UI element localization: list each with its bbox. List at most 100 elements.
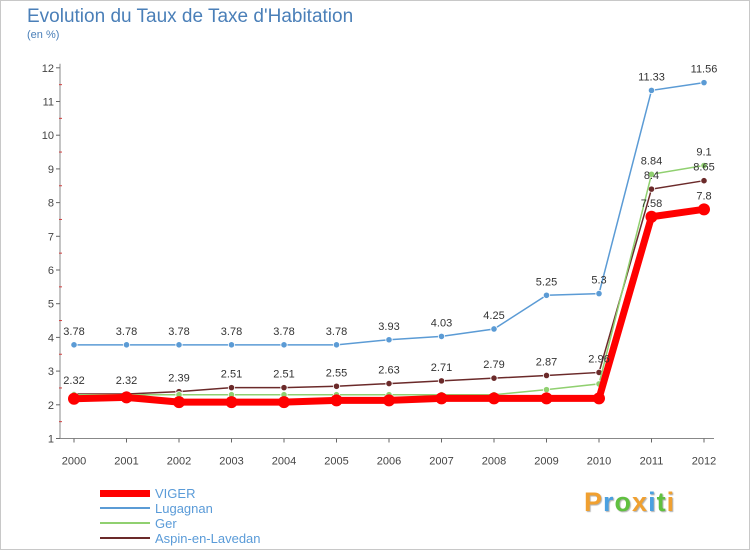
x-tick-label: 2001 [114,456,138,468]
data-point [435,392,448,405]
x-tick-label: 2003 [219,456,243,468]
x-tick-label: 2004 [272,456,296,468]
data-label: 2.55 [326,367,347,379]
legend-item: Ger [100,516,360,531]
unit-label: (en %) [27,29,60,41]
logo-letter: i [666,487,676,517]
legend-swatch [100,490,150,497]
data-point [700,177,708,185]
data-label: 5.25 [536,276,557,288]
y-tick-label: 1 [48,434,54,446]
data-label: 3.93 [378,321,399,333]
data-point [278,396,290,409]
x-tick-label: 2006 [377,456,401,468]
y-tick-label: 12 [42,63,54,75]
data-point [175,341,183,349]
data-point [227,384,236,392]
x-tick-label: 2010 [587,456,611,468]
data-point [595,289,603,298]
y-tick-label: 9 [48,164,54,176]
data-label: 3.78 [326,326,347,338]
data-point [593,392,605,405]
legend-swatch [100,522,150,524]
data-point [542,371,551,380]
data-label: 3.78 [221,326,242,338]
data-label: 11.56 [691,64,718,76]
x-tick-label: 2008 [482,456,506,468]
data-label: 2.63 [378,365,399,377]
legend-label: Aspin-en-Lavedan [155,531,261,546]
data-label: 2.96 [588,353,609,365]
x-tick-label: 2009 [534,456,558,468]
x-tick-label: 2007 [429,456,453,468]
logo-letter: i [648,487,657,517]
data-point [437,332,446,340]
data-label: 5.3 [591,275,606,287]
legend-item: Lugagnan [100,501,360,516]
data-point [385,379,393,388]
data-point [488,392,500,405]
data-point [490,325,498,333]
data-point [70,341,78,349]
legend-swatch [100,507,150,509]
logo-letter: r [603,487,615,517]
legend-item: Aspin-en-Lavedan [100,531,360,546]
data-point [645,210,658,223]
data-point [280,384,288,392]
data-label: 7.8 [696,190,711,202]
y-tick-label: 7 [48,231,54,243]
legend-label: VIGER [155,486,196,501]
data-point [122,341,131,349]
y-tick-label: 5 [48,299,54,311]
data-point [120,391,133,404]
data-label: 3.78 [273,326,294,338]
data-point [225,396,238,409]
data-label: 2.39 [168,373,189,385]
x-tick-label: 2005 [324,456,348,468]
data-point [437,377,446,385]
data-point [383,394,395,407]
legend-label: Lugagnan [155,501,213,516]
proxiti-logo: Proxiti [584,487,675,518]
data-point [542,386,551,394]
data-label: 4.03 [431,317,452,329]
data-label: 3.78 [168,326,189,338]
data-label: 8.84 [641,155,662,167]
data-label: 9.1 [696,147,711,159]
data-point [332,341,341,349]
data-point [700,161,708,170]
logo-letter: x [632,487,649,517]
x-tick-label: 2000 [62,456,86,468]
data-label: 8.65 [693,162,714,174]
y-tick-label: 10 [42,130,54,142]
data-point [542,291,551,299]
logo-letter: P [584,487,604,517]
x-tick-label: 2011 [640,456,664,468]
data-label: 8.4 [644,170,659,182]
data-point [227,341,236,349]
data-label: 2.71 [431,362,452,374]
data-point [332,382,341,390]
data-point [698,203,710,216]
logo-letter: t [656,487,667,517]
data-label: 2.51 [221,369,242,381]
data-point [68,392,80,405]
data-point [647,185,656,193]
chart-title: Evolution du Taux de Taxe d'Habitation [27,6,354,27]
data-point [647,170,656,178]
y-tick-label: 3 [48,366,54,378]
data-label: 2.32 [63,375,84,387]
logo-letter: o [614,487,633,517]
x-tick-label: 2012 [692,456,716,468]
data-label: 2.32 [116,375,137,387]
data-point [700,79,708,87]
data-point [330,394,343,407]
data-label: 2.79 [483,359,504,371]
legend-label: Ger [155,516,177,531]
data-point [385,336,393,344]
y-tick-label: 2 [48,400,54,412]
legend-item: VIGER [100,486,360,501]
data-label: 11.33 [638,71,665,83]
